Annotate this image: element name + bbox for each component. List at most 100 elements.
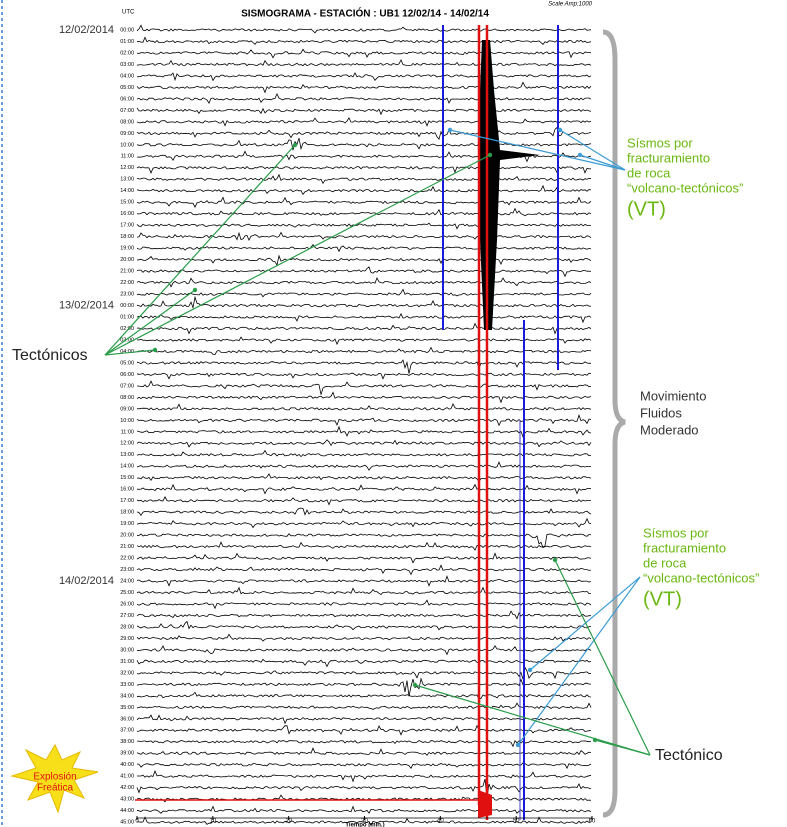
trace bbox=[136, 231, 592, 242]
annotation-text: (VT) bbox=[643, 588, 682, 610]
explosion-star bbox=[10, 743, 99, 814]
row-label: 34:00 bbox=[120, 693, 134, 699]
row-label: 11:00 bbox=[121, 429, 134, 435]
row-label: 37:00 bbox=[120, 728, 134, 734]
trace bbox=[136, 173, 592, 185]
trace bbox=[136, 564, 592, 576]
row-label: 06:00 bbox=[120, 96, 134, 102]
annotation-text: (VT) bbox=[627, 198, 666, 220]
trace bbox=[136, 254, 592, 267]
row-label: 22:00 bbox=[120, 280, 134, 286]
trace bbox=[136, 359, 591, 374]
trace bbox=[136, 336, 592, 346]
trace bbox=[136, 552, 592, 564]
annotation-arrow bbox=[554, 559, 651, 756]
arrow-head bbox=[552, 557, 558, 563]
row-label: 44:00 bbox=[120, 808, 134, 814]
trace bbox=[136, 483, 592, 495]
row-label: 10:00 bbox=[120, 142, 134, 148]
x-tick-label: 50 bbox=[513, 819, 520, 825]
trace bbox=[136, 59, 592, 67]
row-label: 10:00 bbox=[120, 418, 134, 424]
row-label: 05:00 bbox=[120, 360, 134, 366]
row-label: 29:00 bbox=[120, 636, 134, 642]
annotation-text: “volcano-tectónicos” bbox=[643, 570, 759, 585]
trace bbox=[136, 391, 592, 404]
row-label: 42:00 bbox=[120, 785, 134, 791]
row-label: 22:00 bbox=[120, 556, 134, 562]
trace bbox=[136, 24, 592, 34]
trace bbox=[136, 184, 592, 196]
utc-label: UTC bbox=[122, 10, 135, 16]
arrow-head bbox=[515, 742, 521, 748]
explosion-mark bbox=[478, 790, 492, 818]
trace bbox=[136, 496, 591, 506]
trace bbox=[136, 666, 592, 680]
trace bbox=[136, 702, 592, 710]
date-label: 12/02/2014 bbox=[59, 24, 114, 36]
trace bbox=[136, 473, 592, 483]
arrow-head bbox=[447, 127, 453, 133]
row-label: 04:00 bbox=[120, 73, 134, 79]
trace bbox=[136, 599, 592, 610]
row-label: 18:00 bbox=[120, 234, 134, 240]
trace bbox=[136, 805, 592, 814]
big-event bbox=[478, 40, 540, 330]
trace bbox=[136, 633, 592, 642]
trace bbox=[136, 658, 592, 668]
trace bbox=[136, 794, 592, 803]
trace bbox=[136, 677, 592, 697]
trace bbox=[136, 691, 592, 700]
trace bbox=[136, 533, 592, 549]
trace bbox=[136, 277, 592, 288]
x-axis-label: Tiempo (min.) bbox=[345, 823, 384, 827]
annotation-arrow bbox=[517, 576, 641, 746]
row-label: 03:00 bbox=[120, 62, 134, 68]
row-label: 30:00 bbox=[120, 647, 134, 653]
annotation-text: Moderado bbox=[640, 422, 699, 437]
annotation-arrow bbox=[104, 154, 491, 356]
row-label: 17:00 bbox=[120, 223, 134, 229]
trace bbox=[136, 413, 592, 427]
trace bbox=[136, 507, 592, 517]
trace bbox=[136, 36, 592, 45]
x-tick-label: 20 bbox=[285, 819, 292, 825]
annotation-text: Explosión bbox=[33, 772, 76, 783]
trace bbox=[136, 575, 592, 587]
annotation-arrow bbox=[414, 684, 651, 756]
trace bbox=[136, 137, 592, 151]
row-label: 07:00 bbox=[120, 383, 134, 389]
annotation-text: de roca bbox=[627, 165, 671, 180]
x-tick-label: 40 bbox=[437, 819, 444, 825]
trace bbox=[136, 541, 592, 551]
trace bbox=[136, 244, 592, 253]
trace bbox=[137, 816, 592, 827]
trace bbox=[136, 48, 592, 59]
arrow-head bbox=[557, 127, 563, 133]
row-label: 26:00 bbox=[120, 601, 134, 607]
row-label: 41:00 bbox=[120, 774, 134, 780]
annotation-text: Tectónico bbox=[655, 747, 723, 764]
trace bbox=[136, 425, 592, 438]
trace bbox=[136, 714, 592, 725]
x-tick-label: 10 bbox=[209, 819, 216, 825]
annotation-text: Fluidos bbox=[640, 405, 682, 420]
row-label: 01:00 bbox=[120, 39, 134, 45]
row-label: 25:00 bbox=[120, 590, 134, 596]
row-label: 05:00 bbox=[120, 85, 134, 91]
row-label: 08:00 bbox=[120, 119, 134, 125]
row-label: 15:00 bbox=[120, 475, 134, 481]
annotation-arrow bbox=[104, 349, 156, 356]
row-label: 16:00 bbox=[120, 211, 134, 217]
row-label: 16:00 bbox=[120, 487, 134, 493]
row-label: 21:00 bbox=[120, 269, 134, 275]
arrow-head bbox=[592, 737, 598, 743]
arrow-head bbox=[577, 152, 583, 158]
brace bbox=[602, 29, 626, 818]
row-label: 28:00 bbox=[120, 624, 134, 630]
trace bbox=[136, 266, 592, 278]
trace bbox=[136, 222, 592, 230]
arrow-head bbox=[152, 347, 158, 353]
row-label: 39:00 bbox=[120, 751, 134, 757]
